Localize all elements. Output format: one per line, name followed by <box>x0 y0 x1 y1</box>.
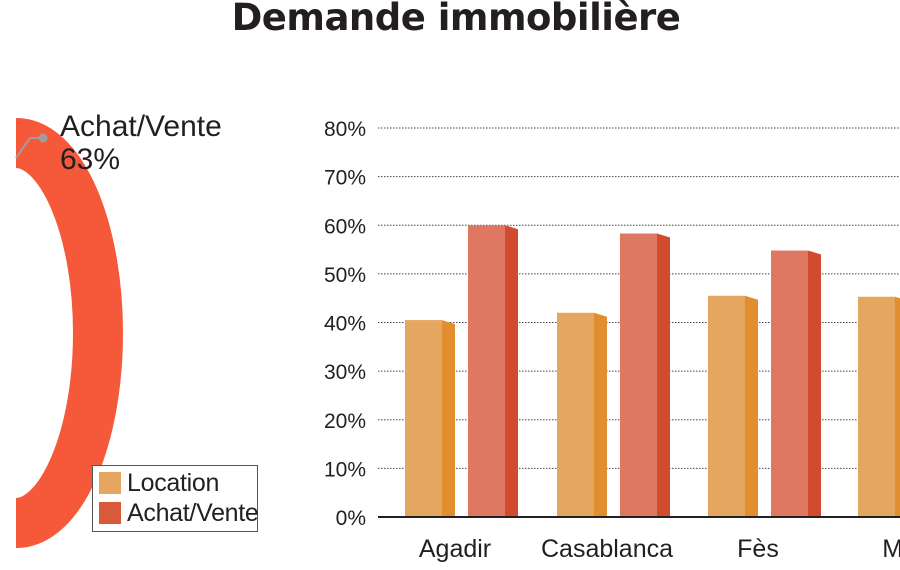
donut-slice-achat-vente <box>14 118 123 548</box>
y-tick-label: 10% <box>324 458 366 481</box>
bar-location-front <box>858 296 895 517</box>
legend-swatch-location <box>99 472 121 494</box>
bar-location-front <box>557 312 594 517</box>
legend: Location Achat/Vente <box>92 465 259 532</box>
y-tick-label: 60% <box>324 215 366 238</box>
y-tick-label: 30% <box>324 361 366 384</box>
y-tick-label: 70% <box>324 167 366 190</box>
y-tick-label: 0% <box>336 507 366 530</box>
bar-achat-vente-side <box>505 225 518 517</box>
donut-label: Achat/Vente 63% <box>60 110 222 176</box>
bar-location-side <box>442 320 455 517</box>
y-tick-label: 40% <box>324 313 366 336</box>
x-tick-label: Agadir <box>419 535 491 563</box>
bar-achat-vente-front <box>771 250 808 517</box>
chart-title: Demande immobilière <box>231 0 681 39</box>
bar-location-side <box>594 312 607 517</box>
y-tick-label: 80% <box>324 118 366 141</box>
y-tick-label: 20% <box>324 410 366 433</box>
bar-achat-vente-front <box>620 233 657 518</box>
bar-achat-vente-side <box>657 233 670 518</box>
bar-achat-vente-front <box>468 225 505 517</box>
bar-location-side <box>745 295 758 517</box>
legend-label-location: Location <box>127 468 220 497</box>
x-tick-label: Fès <box>737 535 779 563</box>
donut-label-name: Achat/Vente <box>60 110 222 143</box>
donut-label-value: 63% <box>60 143 121 176</box>
y-tick-label: 50% <box>324 264 366 287</box>
donut-leader-dot <box>38 133 48 143</box>
legend-swatch-achat-vente <box>99 502 121 524</box>
legend-label-achat-vente: Achat/Vente <box>127 498 259 527</box>
legend-item-achat-vente: Achat/Vente <box>99 499 259 527</box>
x-tick-label: Casablanca <box>541 535 673 563</box>
x-tick-label: Marr <box>882 535 900 563</box>
bar-location-front <box>405 320 442 517</box>
legend-item-location: Location <box>99 469 219 497</box>
bar-location-side <box>895 296 900 517</box>
donut-leader-line <box>15 137 41 159</box>
bar-location-front <box>708 295 745 517</box>
bar-achat-vente-side <box>808 250 821 517</box>
